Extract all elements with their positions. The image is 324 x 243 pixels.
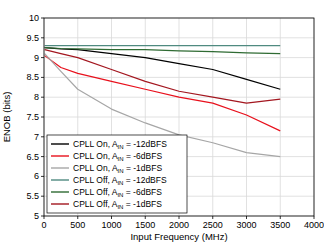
y-grid-line xyxy=(44,57,314,58)
y-tick xyxy=(41,156,44,157)
x-tick xyxy=(77,216,78,219)
x-tick-label: 2000 xyxy=(169,220,189,230)
series-line xyxy=(45,56,281,131)
x-tick xyxy=(44,216,45,219)
plot-frame xyxy=(44,18,314,216)
y-tick xyxy=(41,196,44,197)
y-tick xyxy=(41,117,44,118)
y-tick-label: 5.5 xyxy=(26,191,39,201)
x-tick xyxy=(314,216,315,219)
y-tick-label: 9.5 xyxy=(26,33,39,43)
legend-swatch xyxy=(51,179,69,180)
legend-box xyxy=(47,135,187,213)
y-tick-label: 6.5 xyxy=(26,152,39,162)
x-tick xyxy=(246,216,247,219)
series-line xyxy=(45,54,281,157)
x-tick-label: 3000 xyxy=(236,220,256,230)
y-grid-line xyxy=(44,77,314,78)
legend-label: CPLL Off, AIN = -6dBFS xyxy=(73,187,162,198)
y-tick xyxy=(41,136,44,137)
x-tick xyxy=(212,216,213,219)
grid xyxy=(44,18,314,216)
legend-label: CPLL On, AIN = -12dBFS xyxy=(73,139,167,150)
chart: 0 500 1000 1500 2000 2500 3000 3500 4000 5 5.5 6 6.5… xyxy=(0,0,324,243)
series-line xyxy=(45,45,281,46)
y-tick xyxy=(41,37,44,38)
x-tick-label: 1500 xyxy=(135,220,155,230)
y-tick xyxy=(41,77,44,78)
legend-swatch xyxy=(51,203,69,204)
x-tick-label: 4000 xyxy=(304,220,324,230)
y-grid-line xyxy=(44,37,314,38)
y-tick-label: 10 xyxy=(29,13,39,23)
y-tick-label: 8 xyxy=(34,92,39,102)
y-tick xyxy=(41,97,44,98)
x-tick xyxy=(111,216,112,219)
legend-swatch xyxy=(51,155,69,156)
x-tick-label: 1000 xyxy=(101,220,121,230)
legend-label: CPLL Off, AIN = -1dBFS xyxy=(73,199,162,210)
x-tick xyxy=(280,216,281,219)
legend-swatch xyxy=(51,191,69,192)
x-tick-label: 2500 xyxy=(203,220,223,230)
x-tick-label: 500 xyxy=(70,220,85,230)
legend-label: CPLL On, AIN = -6dBFS xyxy=(73,151,162,162)
legend-label: CPLL Off, AIN = -12dBFS xyxy=(73,175,167,186)
y-tick-label: 5 xyxy=(34,211,39,221)
y-tick-label: 6 xyxy=(34,171,39,181)
legend-swatch xyxy=(51,167,69,168)
plot-area xyxy=(44,18,314,216)
series-group xyxy=(45,46,281,157)
series-line xyxy=(45,50,281,103)
legend: CPLL On, AIN = -12dBFSCPLL On, AIN = -6d… xyxy=(47,135,187,213)
y-tick-label: 9 xyxy=(34,53,39,63)
x-axis-label: Input Frequency (MHz) xyxy=(130,231,227,242)
y-tick-label: 8.5 xyxy=(26,72,39,82)
x-tick-label: 3500 xyxy=(270,220,290,230)
x-tick xyxy=(179,216,180,219)
series-line xyxy=(45,48,281,90)
y-tick-label: 7.5 xyxy=(26,112,39,122)
y-tick xyxy=(41,57,44,58)
legend-swatch xyxy=(51,143,69,144)
y-grid-line xyxy=(44,117,314,118)
x-tick xyxy=(145,216,146,219)
y-tick xyxy=(41,176,44,177)
x-tick-label: 0 xyxy=(41,220,46,230)
y-tick-label: 7 xyxy=(34,132,39,142)
legend-label: CPLL On, AIN = -1dBFS xyxy=(73,163,162,174)
y-axis-label: ENOB (bits) xyxy=(1,92,12,143)
series-line xyxy=(45,48,281,54)
y-tick xyxy=(41,18,44,19)
y-tick xyxy=(41,216,44,217)
